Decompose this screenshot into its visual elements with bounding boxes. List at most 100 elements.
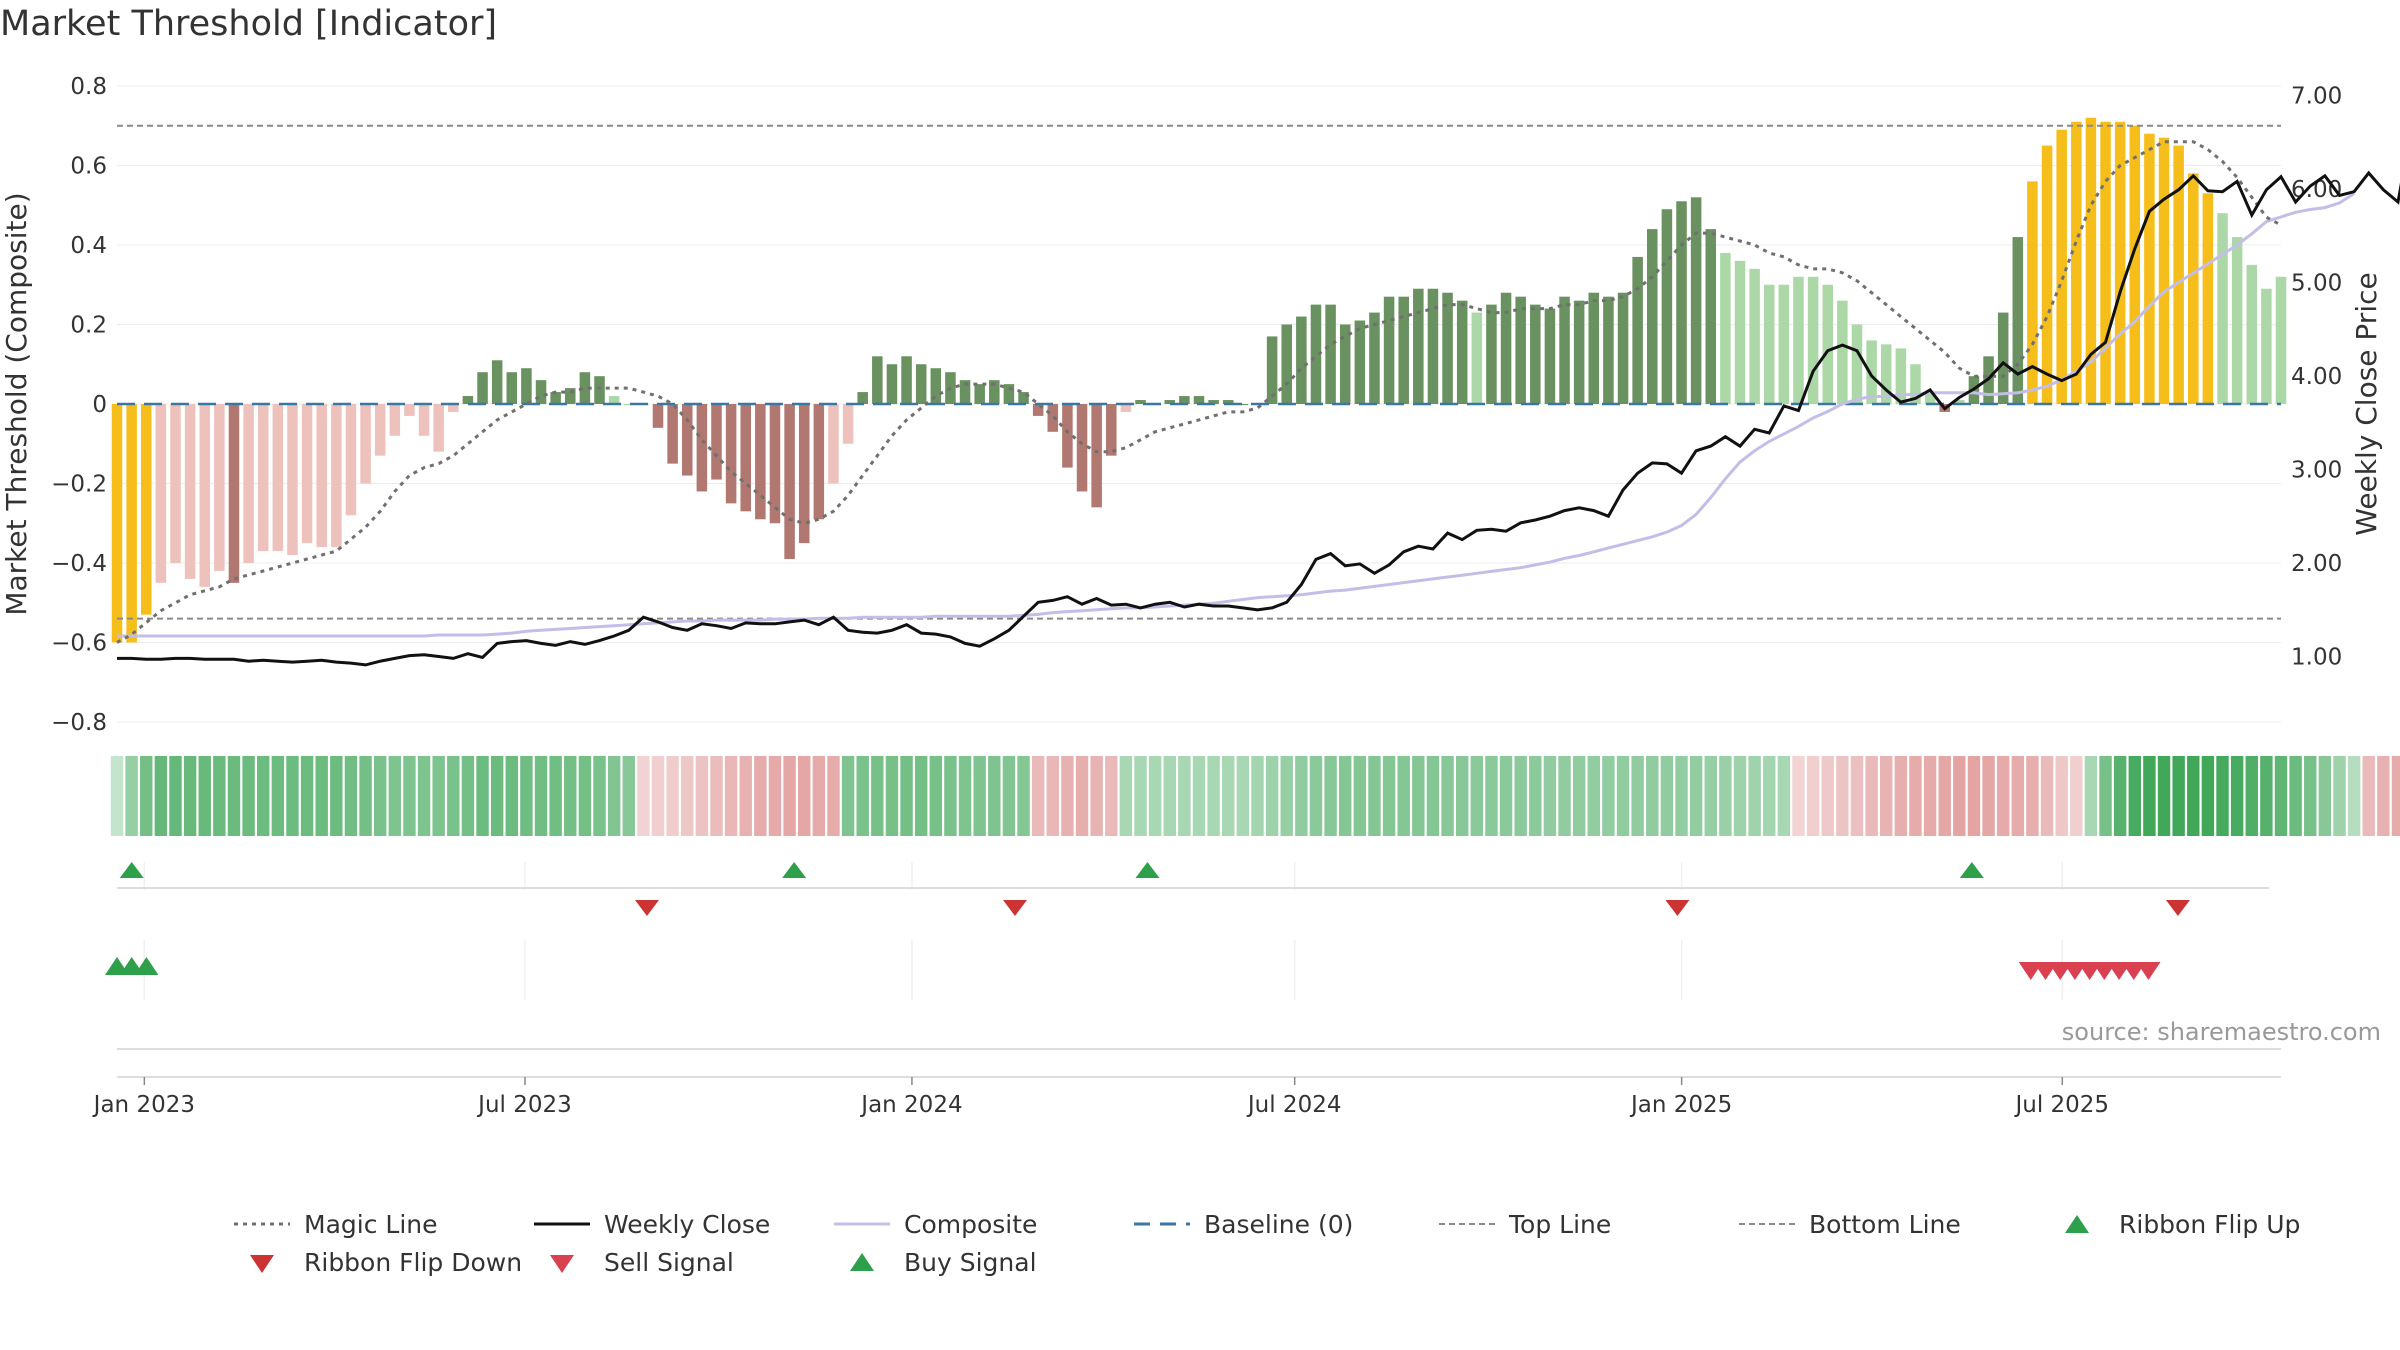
ribbon-cell (900, 756, 913, 836)
composite-bar (433, 404, 444, 452)
ribbon-cell (1587, 756, 1600, 836)
ribbon-cell (1134, 756, 1147, 836)
ribbon-cell (2026, 756, 2039, 836)
ribbon-cell (1806, 756, 1820, 836)
legend-label: Baseline (0) (1204, 1209, 1354, 1239)
composite-bar (579, 372, 591, 404)
ribbon-cell (1923, 756, 1937, 836)
composite-bar (418, 404, 430, 436)
ribbon-cell (330, 756, 343, 836)
legend-swatch (1739, 1223, 1795, 1225)
composite-bar (1354, 320, 1366, 404)
ribbon-cell (2391, 756, 2400, 836)
composite-bar (199, 404, 210, 587)
ribbon-cell (724, 756, 738, 836)
ribbon-cell (2245, 756, 2258, 836)
legend-swatch (534, 1222, 590, 1226)
composite-bar (1339, 324, 1351, 404)
composite-bar (491, 360, 503, 404)
composite-bar (842, 404, 854, 444)
composite-bar (1807, 276, 1819, 404)
composite-bar (1164, 400, 1176, 404)
composite-bar (2129, 125, 2141, 404)
composite-bar (331, 404, 342, 548)
y2-tick-label: 5.00 (2291, 270, 2342, 296)
legend-label: Bottom Line (1809, 1209, 1961, 1239)
composite-bar (711, 404, 722, 480)
y-tick-label: 0.4 (70, 233, 107, 259)
chart-title: Market Threshold [Indicator] (0, 4, 498, 44)
composite-bar (1749, 268, 1760, 404)
ribbon-flip-up-marker (119, 862, 144, 878)
ribbon-cell (359, 756, 372, 836)
composite-bar (2012, 237, 2024, 404)
composite-bar (1427, 288, 1439, 404)
ribbon-cell (1207, 756, 1220, 836)
x-tick-label: Jul 2025 (2013, 1092, 2109, 1118)
ribbon-cell (754, 756, 767, 836)
ribbon-cell (520, 756, 533, 836)
legend-item: Ribbon Flip Down (232, 1244, 522, 1280)
ribbon-flip-down-marker (1002, 900, 1027, 916)
ribbon-cell (1382, 756, 1396, 836)
composite-bar (1106, 404, 1117, 456)
composite-bar (1997, 312, 2009, 404)
composite-bar (1647, 229, 1658, 404)
ribbon-cell (1090, 756, 1103, 836)
ribbon-cell (798, 756, 811, 836)
ribbon-cell (169, 756, 182, 836)
ribbon-cell (1368, 756, 1381, 836)
ribbon-cell (257, 756, 270, 836)
composite-bar (1120, 404, 1132, 412)
composite-bar (989, 380, 1000, 404)
composite-bar (477, 372, 488, 404)
ribbon-cell (710, 756, 723, 836)
composite-bar (111, 404, 123, 643)
composite-bar (1193, 396, 1205, 404)
ribbon-cell (286, 756, 299, 836)
composite-bar (813, 404, 825, 520)
ribbon-flip-down-marker (634, 900, 659, 916)
composite-bar (872, 356, 883, 404)
composite-bar (1559, 296, 1570, 404)
composite-bar (1705, 229, 1717, 404)
composite-bar (2071, 121, 2082, 405)
ribbon-cell (1163, 756, 1176, 836)
composite-bar (1500, 292, 1512, 404)
ribbon-cell (198, 756, 211, 836)
ribbon-cell (783, 756, 796, 836)
ribbon-cell (1280, 756, 1293, 836)
ribbon-cell (403, 756, 416, 836)
composite-bar (506, 372, 518, 404)
ribbon-cell (958, 756, 972, 836)
ribbon-cell (739, 756, 752, 836)
ribbon-cell (1748, 756, 1761, 836)
ribbon-cell (1616, 756, 1630, 836)
ribbon-cell (1953, 756, 1966, 836)
composite-bar (930, 368, 942, 404)
composite-bar (301, 404, 313, 544)
composite-bar (959, 380, 971, 404)
ribbon-cell (1192, 756, 1206, 836)
ribbon-cell (988, 756, 1001, 836)
x-tick-label: Jan 2023 (92, 1092, 195, 1118)
composite-bar (740, 404, 751, 512)
ribbon-cell (2274, 756, 2288, 836)
composite-bar (1222, 400, 1234, 404)
legend-label: Magic Line (304, 1209, 438, 1239)
composite-bar (2261, 288, 2272, 404)
ribbon-cell (1251, 756, 1264, 836)
composite-bar (1530, 304, 1541, 404)
ribbon-cell (871, 756, 884, 836)
legend-swatch (550, 1255, 574, 1273)
composite-bar (2275, 276, 2287, 404)
ribbon-cell (2084, 756, 2098, 836)
legend-label: Weekly Close (604, 1209, 771, 1239)
legend-label: Top Line (1509, 1209, 1612, 1239)
composite-bar (1208, 400, 1219, 404)
composite-bar (1895, 348, 1907, 404)
composite-bar (1456, 300, 1468, 404)
ribbon-cell (549, 756, 562, 836)
composite-bar (521, 368, 532, 404)
